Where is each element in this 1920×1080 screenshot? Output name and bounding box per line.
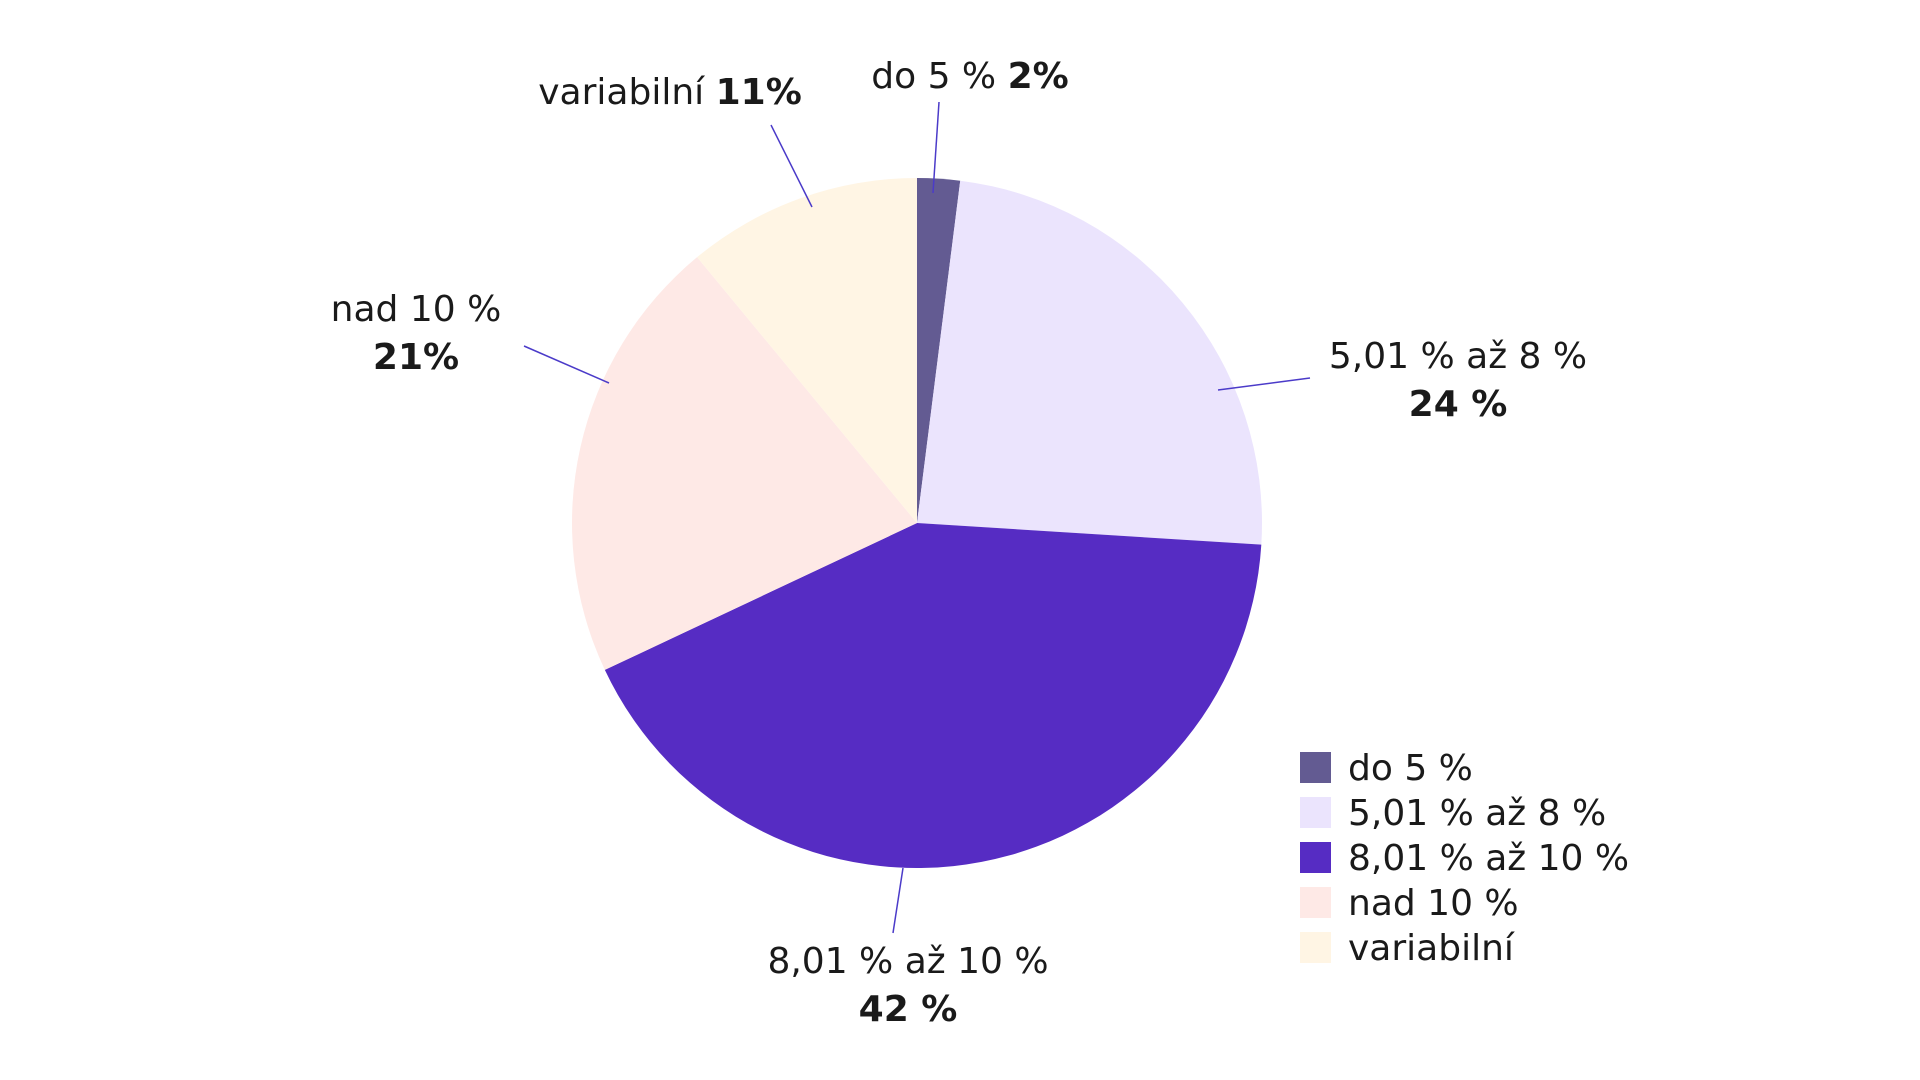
pie-slice-3 [604,523,1262,868]
slice-value-label: 2% [1008,56,1069,97]
leader-lines [523,101,1311,934]
slice-label-5: variabilní 11% [538,72,802,113]
slice-category-label: do 5 % [871,56,1007,97]
slice-category-label-3: 8,01 % až 10 % [767,941,1048,982]
pie-slice-4 [571,257,917,670]
legend-swatch-4 [1300,887,1331,918]
legend-swatch-2 [1300,797,1331,828]
slice-category-label-4: nad 10 % [331,289,502,330]
pie-slices [571,178,1262,868]
slice-value-label-4: 21% [373,337,459,378]
slice-category-label-2: 5,01 % až 8 % [1329,336,1587,377]
slice-value-label: 11% [716,72,802,113]
legend-swatch-3 [1300,842,1331,873]
legend-label-5: variabilní [1348,928,1515,969]
slice-label-1: do 5 % 2% [871,56,1068,97]
leader-line-4 [523,345,610,384]
leader-line-3 [892,867,904,934]
slice-category-label: variabilní [538,72,715,113]
leader-line-5 [770,124,813,208]
leader-line-2 [1217,377,1311,391]
legend-swatch-5 [1300,932,1331,963]
legend-label-1: do 5 % [1348,748,1473,789]
slice-value-label-2: 24 % [1409,384,1508,425]
legend: do 5 %5,01 % až 8 %8,01 % až 10 %nad 10 … [1300,748,1629,969]
pie-slice-2 [917,180,1262,545]
legend-swatch-1 [1300,752,1331,783]
slice-labels: do 5 % 2% 5,01 % až 8 % 24 % 8,01 % až 10 %… [331,56,1587,1030]
legend-label-2: 5,01 % až 8 % [1348,793,1606,834]
legend-label-4: nad 10 % [1348,883,1519,924]
pie-slice-5 [697,178,917,523]
slice-value-label-3: 42 % [859,989,958,1030]
legend-label-3: 8,01 % až 10 % [1348,838,1629,879]
pie-slice-1 [917,178,961,523]
leader-line-1 [932,101,940,194]
